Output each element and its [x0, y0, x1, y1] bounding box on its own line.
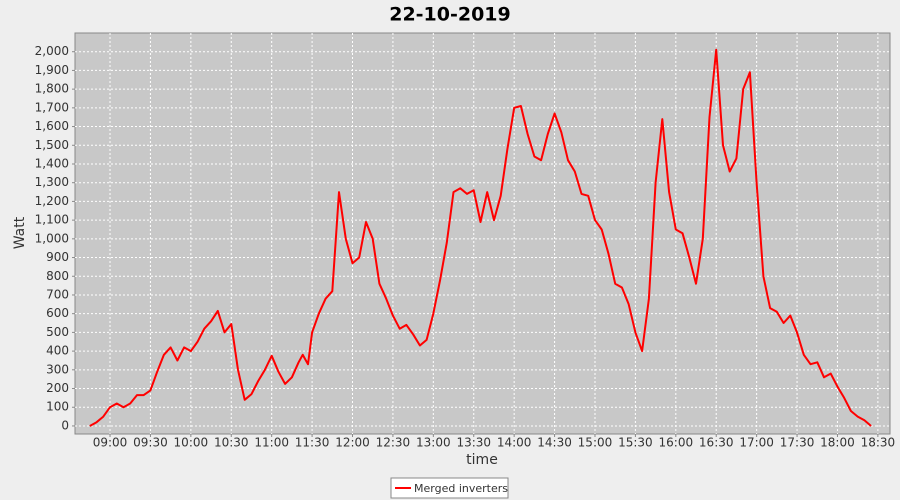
- y-axis-label: Watt: [12, 216, 28, 249]
- x-tick-label: 10:00: [174, 436, 209, 450]
- y-tick-label: 500: [46, 325, 69, 339]
- y-tick-label: 600: [46, 306, 69, 320]
- y-tick-label: 300: [46, 362, 69, 376]
- y-tick-label: 900: [46, 250, 69, 264]
- x-tick-label: 17:00: [739, 436, 774, 450]
- y-tick-label: 0: [61, 418, 69, 432]
- y-tick-label: 1,700: [35, 100, 69, 114]
- y-tick-label: 700: [46, 287, 69, 301]
- y-tick-label: 1,100: [35, 213, 69, 227]
- x-tick-label: 15:00: [578, 436, 613, 450]
- grid: [75, 33, 890, 434]
- x-tick-label: 11:30: [295, 436, 330, 450]
- y-tick-label: 800: [46, 269, 69, 283]
- y-tick-label: 100: [46, 400, 69, 414]
- x-tick-label: 12:30: [376, 436, 411, 450]
- y-tick-label: 1,000: [35, 231, 69, 245]
- x-tick-label: 14:30: [537, 436, 572, 450]
- x-tick-label: 16:00: [659, 436, 694, 450]
- legend-label: Merged inverters: [414, 482, 508, 495]
- x-tick-label: 09:30: [133, 436, 168, 450]
- y-tick-label: 1,400: [35, 156, 69, 170]
- x-tick-label: 10:30: [214, 436, 249, 450]
- x-tick-label: 14:00: [497, 436, 532, 450]
- y-tick-label: 200: [46, 381, 69, 395]
- chart-title: 22-10-2019: [389, 4, 511, 26]
- legend: [390, 477, 509, 499]
- x-tick-label: 18:00: [820, 436, 855, 450]
- x-tick-label: 12:00: [335, 436, 370, 450]
- marks: [89, 48, 872, 427]
- y-tick-label: 400: [46, 344, 69, 358]
- plot-area: [74, 32, 891, 435]
- x-tick-label: 16:30: [699, 436, 734, 450]
- x-tick-label: 15:30: [618, 436, 653, 450]
- y-tick-label: 1,200: [35, 194, 69, 208]
- y-tick-label: 1,600: [35, 119, 69, 133]
- y-tick-label: 1,300: [35, 175, 69, 189]
- x-tick-label: 18:30: [861, 436, 896, 450]
- y-tick-label: 1,800: [35, 82, 69, 96]
- y-tick-label: 1,900: [35, 63, 69, 77]
- x-tick-label: 13:00: [416, 436, 451, 450]
- x-tick-label: 13:30: [456, 436, 491, 450]
- y-tick-label: 1,500: [35, 138, 69, 152]
- x-axis-label: time: [466, 452, 498, 468]
- x-tick-label: 17:30: [780, 436, 815, 450]
- x-tick-label: 09:00: [93, 436, 128, 450]
- line: [89, 48, 872, 427]
- y-tick-label: 2,000: [35, 44, 69, 58]
- x-tick-label: 11:00: [254, 436, 289, 450]
